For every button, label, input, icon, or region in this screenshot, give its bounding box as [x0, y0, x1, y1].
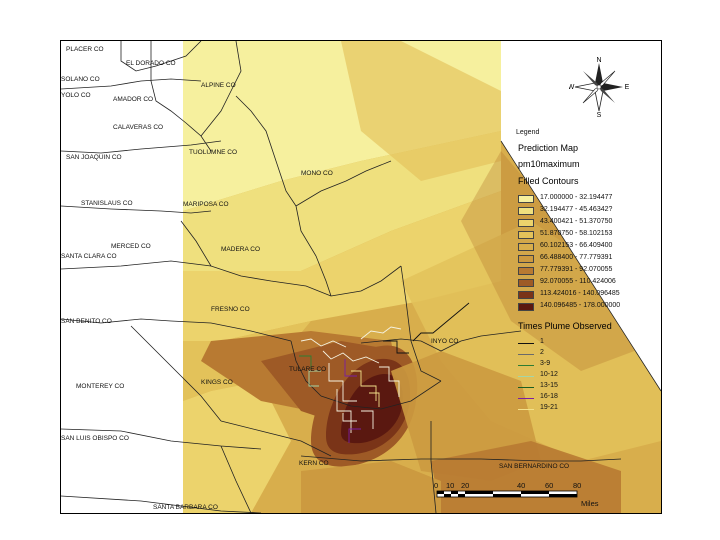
contour-class-label: 17.000000 - 32.194477: [540, 194, 613, 201]
compass-e: E: [625, 84, 629, 91]
county-label: SANTA BARBARA CO: [153, 504, 218, 511]
plume-line-swatch: [518, 376, 534, 377]
plume-line-swatch: [518, 343, 534, 344]
contour-swatch: [518, 219, 534, 227]
plume-observation-grid: [299, 302, 470, 443]
contour-swatch: [518, 291, 534, 299]
county-label: MARIPOSA CO: [183, 201, 229, 208]
scale-tick-10: 10: [446, 481, 455, 490]
plume-class-item: 13-15: [518, 382, 658, 392]
county-label: ALPINE CO: [201, 82, 236, 89]
north-arrow-compass: N S W E: [568, 57, 630, 119]
contour-swatch: [518, 243, 534, 251]
compass-w: W: [569, 84, 575, 91]
plume-class-item: 1: [518, 338, 658, 348]
contour-swatch: [518, 255, 534, 263]
plume-class-label: 3-9: [540, 360, 551, 367]
legend-title-line-2: pm10maximum: [518, 159, 580, 169]
contour-class-item: 32.194477 - 45.46342?: [518, 206, 658, 216]
county-boundaries: [61, 41, 661, 513]
county-label: EL DORADO CO: [126, 60, 176, 67]
county-label: MONO CO: [301, 170, 333, 177]
county-label: SAN LUIS OBISPO CO: [61, 435, 129, 442]
contour-class-label: 113.424016 - 140.096485: [540, 290, 620, 297]
plume-legend-title: Times Plume Observed: [518, 321, 612, 331]
county-label: MADERA CO: [221, 246, 260, 253]
plume-class-label: 2: [540, 349, 544, 356]
county-label: SAN BERNARDINO CO: [499, 463, 569, 470]
contour-swatch: [518, 279, 534, 287]
county-label: PLACER CO: [66, 46, 104, 53]
legend-title-line-3: Filled Contours: [518, 176, 579, 186]
plume-line-swatch: [518, 365, 534, 366]
county-label: MONTEREY CO: [76, 383, 124, 390]
county-label: SOLANO CO: [61, 76, 100, 83]
compass-n: N: [596, 57, 601, 64]
plume-class-item: 16-18: [518, 393, 658, 403]
plume-class-label: 16-18: [540, 393, 558, 400]
scale-tick-40: 40: [517, 481, 526, 490]
contour-class-label: 43.400421 - 51.370750: [540, 218, 613, 225]
county-label: KERN CO: [299, 460, 329, 467]
county-label: AMADOR CO: [113, 96, 153, 103]
scale-bar: 0 10 20 40 60 80 Miles: [433, 481, 608, 511]
contour-class-item: 113.424016 - 140.096485: [518, 290, 658, 300]
county-label: KINGS CO: [201, 379, 233, 386]
county-label: SAN BENITO CO: [61, 318, 112, 325]
scale-tick-20: 20: [461, 481, 470, 490]
contour-class-item: 140.096485 - 178.000000: [518, 302, 658, 312]
legend-heading: Legend: [516, 129, 540, 136]
county-label: INYO CO: [431, 338, 458, 345]
scale-tick-80: 80: [573, 481, 582, 490]
compass-rose-icon: N S W E: [568, 57, 630, 119]
county-label: TULARE CO: [289, 366, 326, 373]
plume-class-item: 10-12: [518, 371, 658, 381]
scale-tick-60: 60: [545, 481, 554, 490]
plume-line-swatch: [518, 387, 534, 388]
contour-class-label: 140.096485 - 178.000000: [540, 302, 621, 309]
scale-tick-0: 0: [434, 481, 439, 490]
contour-swatch: [518, 303, 534, 311]
county-label: TUOLUMNE CO: [189, 149, 237, 156]
contour-class-label: 77.779391 - 92.070055: [540, 266, 613, 273]
plume-line-swatch: [518, 354, 534, 355]
plume-class-label: 1: [540, 338, 544, 345]
county-label: SANTA CLARA CO: [61, 253, 117, 260]
contour-swatch: [518, 207, 534, 215]
county-label: MERCED CO: [111, 243, 151, 250]
plume-class-label: 13-15: [540, 382, 558, 389]
county-label: STANISLAUS CO: [81, 200, 133, 207]
compass-s: S: [597, 112, 602, 117]
county-label: YOLO CO: [61, 92, 91, 99]
plume-class-item: 2: [518, 349, 658, 359]
contour-class-label: 32.194477 - 45.46342?: [540, 206, 613, 213]
contour-class-label: 92.070055 - 110.424006: [540, 278, 616, 285]
plume-class-label: 19-21: [540, 404, 558, 411]
plume-line-swatch: [518, 409, 534, 410]
map-frame: PLACER CO EL DORADO CO SOLANO CO YOLO CO AMA…: [60, 40, 662, 514]
scale-unit: Miles: [581, 499, 599, 508]
contour-class-item: 51.870750 - 58.102153: [518, 230, 658, 240]
contour-class-label: 60.102153 - 66.409400: [540, 242, 613, 249]
county-label: SAN JOAQUIN CO: [66, 154, 122, 161]
county-label: CALAVERAS CO: [113, 124, 163, 131]
plume-class-item: 3-9: [518, 360, 658, 370]
county-label: FRESNO CO: [211, 306, 250, 313]
contour-class-item: 60.102153 - 66.409400: [518, 242, 658, 252]
plume-class-label: 10-12: [540, 371, 558, 378]
county-labels: PLACER CO EL DORADO CO SOLANO CO YOLO CO AMA…: [61, 46, 569, 511]
contour-swatch: [518, 195, 534, 203]
contour-class-item: 17.000000 - 32.194477: [518, 194, 658, 204]
contour-class-label: 51.870750 - 58.102153: [540, 230, 613, 237]
contour-swatch: [518, 231, 534, 239]
contour-class-item: 77.779391 - 92.070055: [518, 266, 658, 276]
contour-class-item: 92.070055 - 110.424006: [518, 278, 658, 288]
plume-line-swatch: [518, 398, 534, 399]
plume-class-item: 19-21: [518, 404, 658, 414]
contour-swatch: [518, 267, 534, 275]
contour-class-label: 66.488400 - 77.779391: [540, 254, 613, 261]
contour-class-item: 66.488400 - 77.779391: [518, 254, 658, 264]
contour-class-item: 43.400421 - 51.370750: [518, 218, 658, 228]
legend-title-line-1: Prediction Map: [518, 143, 579, 153]
